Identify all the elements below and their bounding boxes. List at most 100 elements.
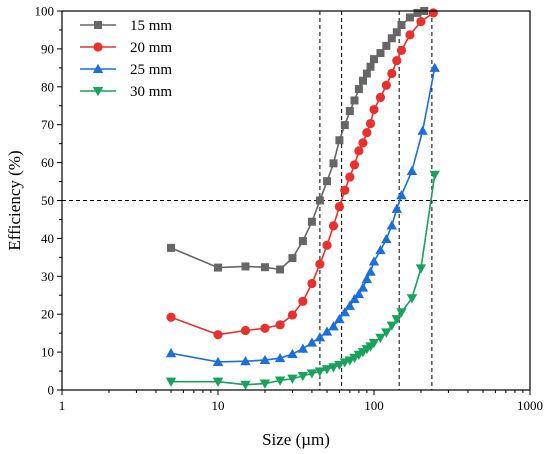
data-point-3-7 — [306, 369, 318, 379]
data-point-0-19 — [370, 55, 378, 64]
data-point-0-22 — [387, 34, 396, 43]
data-point-2-23 — [391, 203, 402, 213]
data-point-1-12 — [340, 185, 350, 195]
data-point-0-4 — [276, 265, 285, 274]
x-tick-label: 1 — [59, 398, 66, 413]
data-point-2-26 — [417, 125, 428, 135]
y-tick-label: 0 — [48, 383, 55, 398]
data-point-0-23 — [392, 28, 401, 37]
data-point-3-2 — [240, 380, 251, 390]
data-point-0-18 — [366, 62, 375, 71]
data-point-2-18 — [365, 266, 376, 276]
data-point-1-10 — [328, 221, 339, 231]
x-tick-label: 1000 — [517, 398, 543, 413]
data-point-0-0 — [167, 243, 176, 252]
data-point-2-16 — [357, 282, 369, 292]
data-point-3-5 — [287, 374, 298, 384]
legend-marker — [93, 42, 103, 52]
data-point-2-10 — [328, 321, 339, 331]
data-point-2-15 — [353, 288, 365, 299]
data-point-1-13 — [345, 172, 355, 182]
data-point-3-11 — [334, 360, 345, 371]
data-point-0-11 — [335, 136, 344, 145]
data-point-3-6 — [297, 371, 309, 382]
series-2 — [165, 62, 440, 366]
data-point-3-21 — [381, 328, 392, 338]
data-point-3-9 — [321, 365, 333, 375]
legend-item-2: 25 mm — [80, 62, 172, 78]
legend-marker — [92, 63, 104, 73]
series-line-1 — [170, 12, 434, 336]
data-point-0-15 — [354, 85, 363, 94]
data-point-3-3 — [259, 379, 271, 389]
data-point-3-23 — [391, 315, 402, 325]
data-point-1-4 — [275, 320, 285, 330]
legend-label: 25 mm — [130, 62, 172, 78]
data-point-0-10 — [329, 159, 338, 168]
data-point-0-12 — [340, 121, 349, 130]
data-point-1-3 — [260, 323, 270, 333]
data-point-0-2 — [241, 262, 250, 271]
data-point-2-5 — [287, 348, 298, 358]
data-point-1-20 — [375, 92, 386, 103]
data-point-2-20 — [375, 244, 386, 255]
data-point-0-14 — [350, 96, 359, 105]
data-point-2-22 — [386, 220, 397, 230]
data-point-3-10 — [328, 363, 339, 373]
data-point-1-18 — [365, 118, 376, 129]
data-point-0-21 — [382, 41, 391, 50]
data-point-1-2 — [240, 325, 251, 336]
data-point-1-22 — [387, 68, 397, 79]
series-1 — [166, 8, 438, 340]
data-point-1-6 — [298, 296, 308, 306]
y-tick-label: 80 — [41, 79, 54, 94]
data-point-2-25 — [406, 165, 418, 175]
legend: 15 mm 20 mm 25 mm 30 mm — [80, 18, 172, 100]
data-point-1-0 — [166, 312, 176, 322]
data-point-0-7 — [307, 217, 316, 226]
data-point-0-26 — [413, 8, 422, 17]
series-3 — [165, 170, 440, 390]
legend-item-0: 15 mm — [80, 18, 172, 34]
data-point-2-12 — [339, 307, 351, 317]
data-point-0-5 — [288, 254, 297, 263]
data-point-1-5 — [287, 310, 298, 320]
data-point-2-24 — [396, 189, 407, 200]
data-point-2-4 — [274, 352, 286, 363]
data-point-2-2 — [240, 355, 251, 366]
data-point-2-21 — [381, 233, 392, 244]
data-point-0-3 — [260, 263, 269, 272]
data-point-2-11 — [334, 313, 345, 324]
x-tick-label: 10 — [212, 398, 225, 413]
data-point-3-26 — [415, 264, 427, 274]
data-point-2-3 — [259, 354, 271, 365]
x-tick-label: 100 — [364, 398, 384, 413]
y-tick-label: 20 — [41, 307, 54, 322]
y-tick-label: 50 — [41, 193, 54, 208]
x-axis-label: Size (µm) — [262, 430, 330, 449]
data-point-3-8 — [314, 367, 326, 377]
data-point-1-23 — [392, 56, 402, 66]
data-point-0-20 — [376, 49, 385, 58]
y-tick-label: 90 — [41, 41, 54, 56]
data-point-2-7 — [306, 337, 318, 347]
legend-label: 15 mm — [130, 18, 172, 34]
data-point-1-27 — [428, 8, 438, 18]
data-point-2-0 — [165, 348, 177, 358]
series-layer — [165, 7, 440, 390]
data-point-3-25 — [406, 294, 418, 304]
data-point-2-13 — [344, 300, 356, 310]
data-point-1-8 — [315, 259, 325, 269]
data-point-0-24 — [397, 21, 406, 30]
data-point-1-16 — [358, 138, 368, 148]
data-point-1-26 — [416, 17, 426, 27]
data-point-1-1 — [213, 330, 223, 340]
data-point-1-21 — [381, 80, 391, 90]
data-point-0-8 — [315, 196, 324, 205]
data-point-0-9 — [323, 177, 332, 186]
data-point-1-25 — [405, 30, 415, 40]
data-point-3-4 — [274, 376, 286, 386]
series-line-3 — [171, 174, 436, 386]
